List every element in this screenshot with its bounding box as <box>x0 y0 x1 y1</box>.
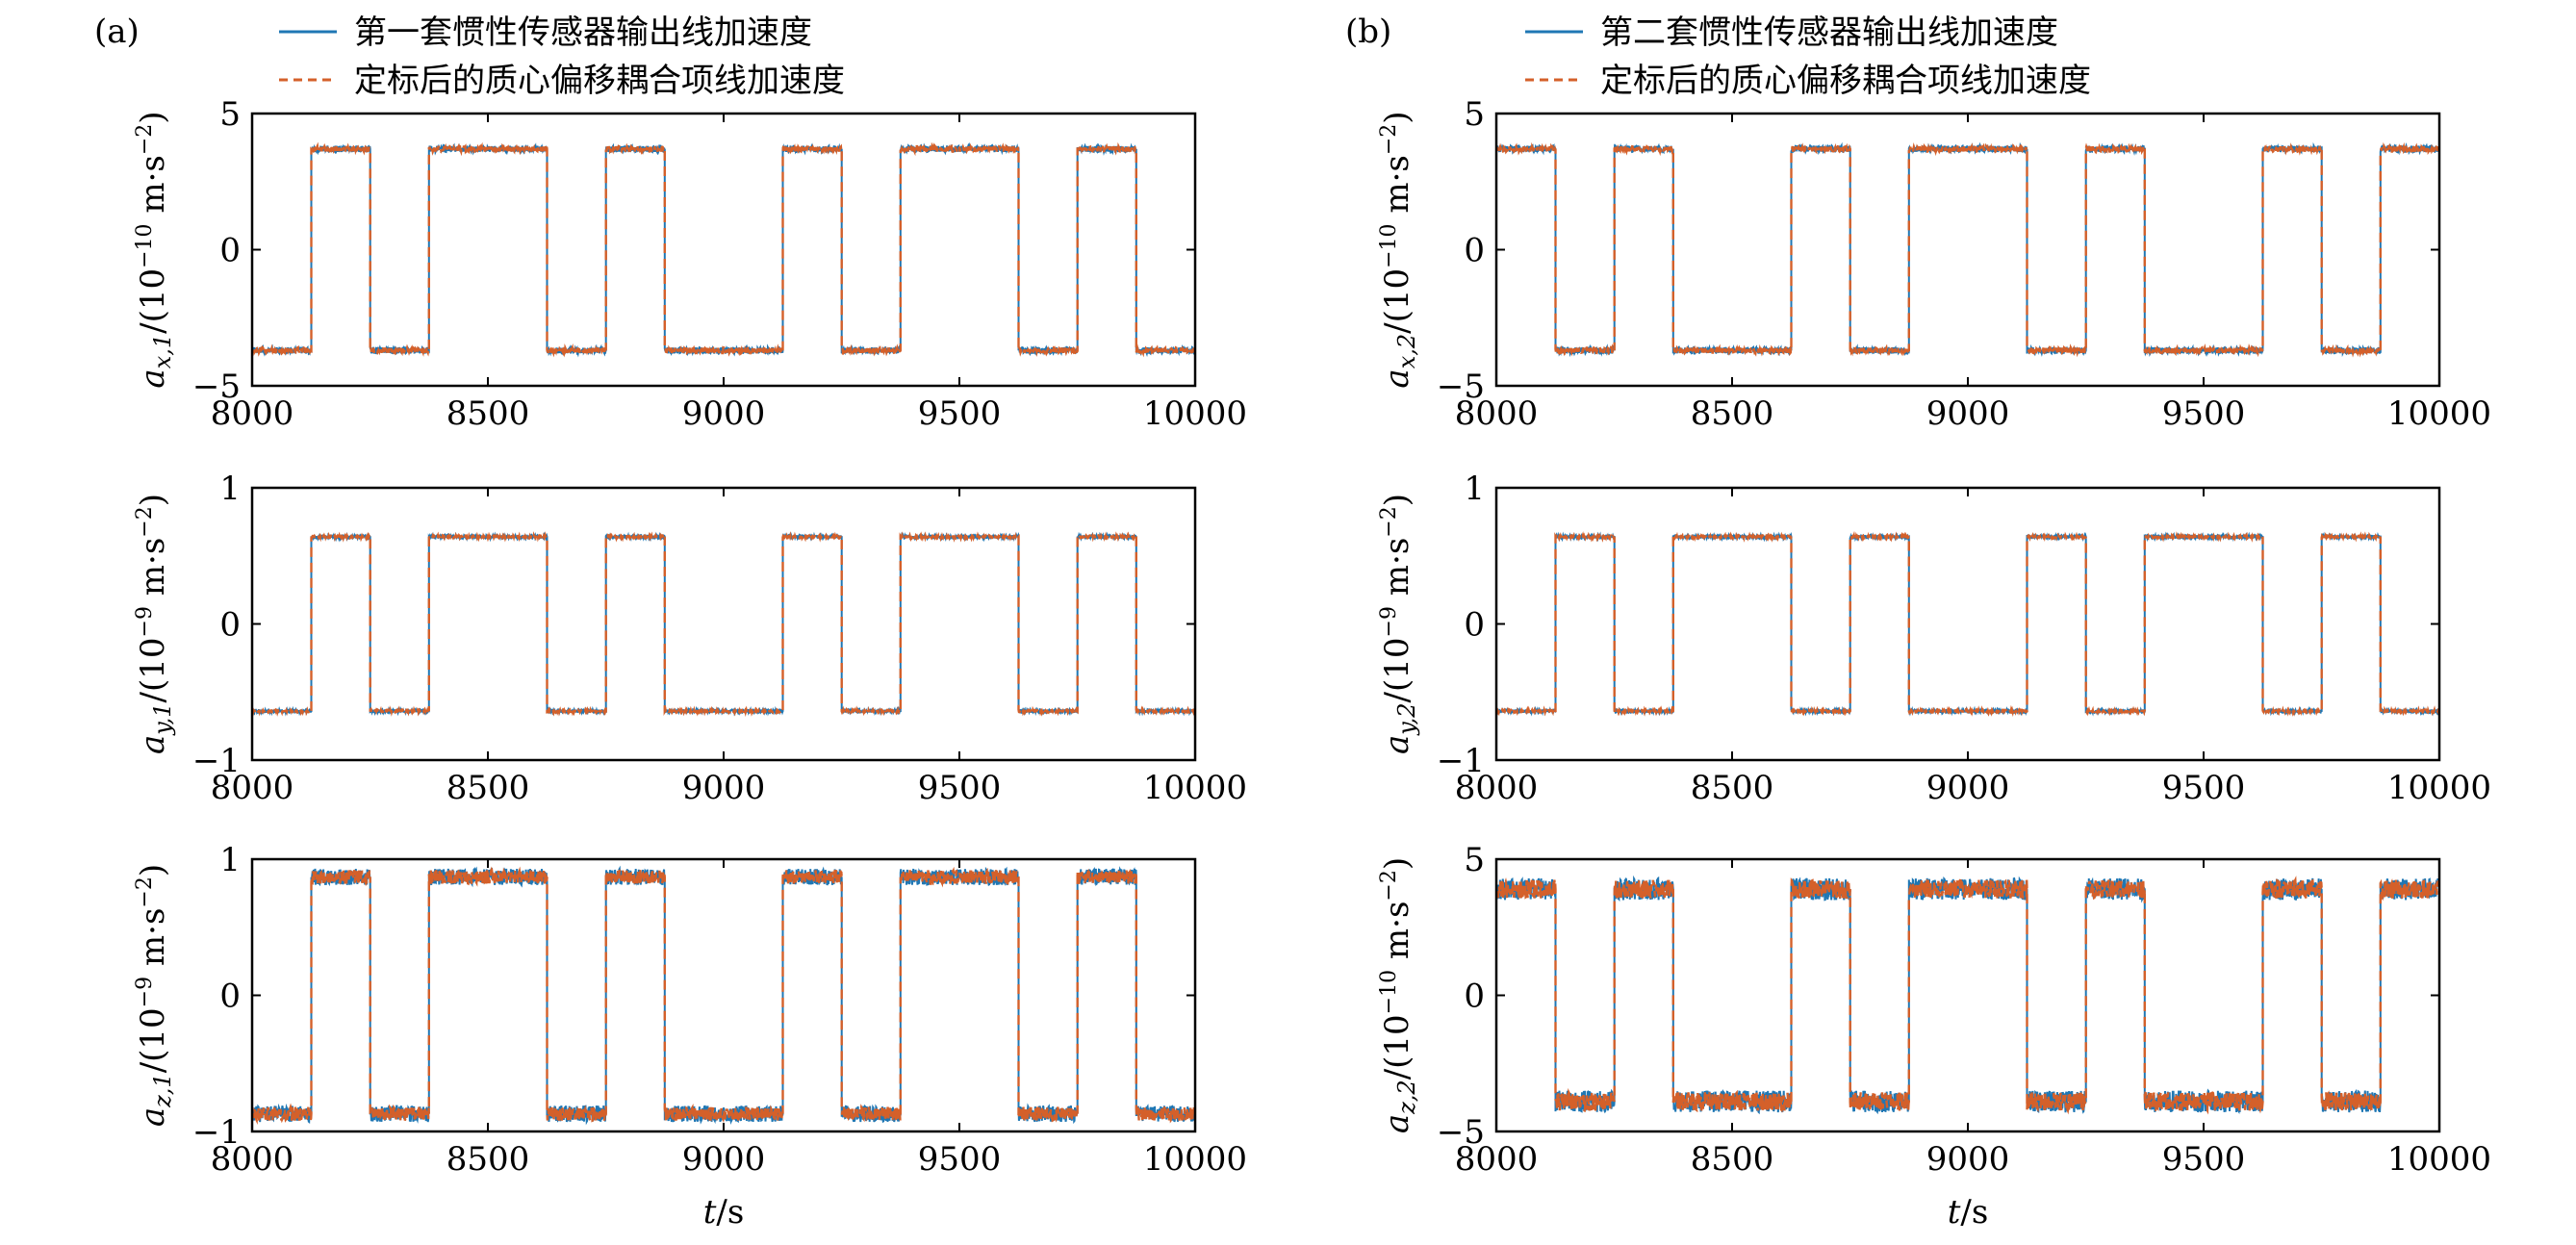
plot-area <box>1496 141 2439 358</box>
series-measured-line <box>1496 141 2439 358</box>
y-tick-label: −5 <box>192 368 241 406</box>
panel-label-b: (b) <box>1345 13 1391 51</box>
y-axis-label: ay,1/(10−9 m·s−2) <box>133 494 176 754</box>
x-tick-label: 9000 <box>1926 394 2010 433</box>
axes-frame <box>1494 486 2441 762</box>
x-axis-label: t/s <box>1948 1193 1989 1232</box>
series-calibrated-line <box>1496 876 2439 1115</box>
x-tick-label: 10000 <box>2387 1140 2491 1179</box>
x-tick-label: 9500 <box>918 769 1002 807</box>
x-tick-label: 10000 <box>1143 769 1247 807</box>
y-tick-label: 1 <box>1464 470 1485 508</box>
y-tick-label: 0 <box>1464 606 1485 645</box>
series-measured-line <box>252 865 1195 1126</box>
x-tick-label: 8500 <box>446 769 530 807</box>
series-measured-line <box>252 141 1195 358</box>
x-tick-label: 9500 <box>918 394 1002 433</box>
plot-area <box>252 865 1195 1126</box>
subplot-ay2: 8000 8500 9000 9500 10000 −1 0 1 ay,2/(10−9 m·s−… <box>1377 470 2491 807</box>
plot-area <box>252 141 1195 358</box>
x-tick-label: 8000 <box>211 1140 294 1179</box>
series-calibrated-line <box>252 866 1195 1126</box>
series-calibrated-line <box>1496 141 2439 358</box>
plot-area <box>252 530 1195 718</box>
x-tick-label: 9500 <box>918 1140 1002 1179</box>
x-tick-label: 10000 <box>2387 769 2491 807</box>
subplot-ax1: 8000 8500 9000 9500 10000 −5 0 5 ax,1/(10−10 m·s… <box>133 95 1247 433</box>
y-tick-label: 5 <box>219 95 241 134</box>
y-tick-label: −5 <box>1437 1113 1485 1152</box>
y-axis-label: az,2/(10−10 m·s−2) <box>1377 857 1420 1133</box>
series-calibrated-line <box>252 141 1195 358</box>
x-tick-label: 9500 <box>2162 769 2246 807</box>
legend-a-measured-label: 第一套惯性传感器输出线加速度 <box>354 13 812 52</box>
x-tick-label: 10000 <box>1143 394 1247 433</box>
subplot-az1: 8000 8500 9000 9500 10000 −1 0 1 az,1/(10−9 m·s−… <box>133 841 1247 1232</box>
plot-area <box>1496 530 2439 718</box>
y-tick-label: −1 <box>192 742 241 780</box>
subplot-az2: 8000 8500 9000 9500 10000 −5 0 5 az,2/(10−10 m·s… <box>1377 841 2491 1232</box>
x-axis-label: t/s <box>703 1193 745 1232</box>
legend-a: 第一套惯性传感器输出线加速度 定标后的质心偏移耦合项线加速度 <box>279 13 845 100</box>
y-tick-label: 0 <box>219 606 241 645</box>
y-axis-label: ax,2/(10−10 m·s−2) <box>1377 111 1420 388</box>
x-tick-label: 8000 <box>1455 769 1539 807</box>
subplot-ay1: 8000 8500 9000 9500 10000 −1 0 1 ay,1/(10−9 m·s−… <box>133 470 1247 807</box>
axes-frame <box>250 112 1197 388</box>
legend-b-calibrated-label: 定标后的质心偏移耦合项线加速度 <box>1600 62 2091 100</box>
x-tick-label: 9500 <box>2162 1140 2246 1179</box>
series-measured-line <box>1496 875 2439 1115</box>
x-tick-label: 9000 <box>682 1140 766 1179</box>
subplot-ax2: 8000 8500 9000 9500 10000 −5 0 5 ax,2/(10−10 m·s… <box>1377 95 2491 433</box>
axes-frame <box>1494 112 2441 388</box>
axes-frame <box>1494 857 2441 1133</box>
series-calibrated-line <box>252 530 1195 718</box>
series-measured-line <box>1496 531 2439 717</box>
axes-frame <box>250 486 1197 762</box>
axes-frame <box>250 857 1197 1133</box>
y-axis-label: ay,2/(10−9 m·s−2) <box>1377 494 1420 754</box>
x-tick-label: 8000 <box>211 394 294 433</box>
x-tick-label: 8500 <box>1691 769 1774 807</box>
x-tick-label: 8000 <box>1455 394 1539 433</box>
x-tick-label: 9000 <box>1926 1140 2010 1179</box>
y-tick-label: 5 <box>1464 841 1485 879</box>
x-tick-label: 8000 <box>211 769 294 807</box>
x-tick-label: 9000 <box>682 394 766 433</box>
y-axis-label: ax,1/(10−10 m·s−2) <box>133 111 176 388</box>
x-tick-label: 8500 <box>446 1140 530 1179</box>
x-tick-label: 8500 <box>1691 1140 1774 1179</box>
y-tick-label: 1 <box>219 841 241 879</box>
series-calibrated-line <box>1496 530 2439 718</box>
x-tick-label: 9000 <box>1926 769 2010 807</box>
y-tick-label: 1 <box>219 470 241 508</box>
y-tick-label: 0 <box>1464 978 1485 1016</box>
x-tick-label: 10000 <box>2387 394 2491 433</box>
y-tick-label: −1 <box>192 1113 241 1152</box>
x-tick-label: 9500 <box>2162 394 2246 433</box>
y-tick-label: 0 <box>219 232 241 270</box>
y-axis-label: az,1/(10−9 m·s−2) <box>133 864 176 1127</box>
y-tick-label: 0 <box>219 978 241 1016</box>
x-tick-label: 8500 <box>1691 394 1774 433</box>
legend-b-measured-label: 第二套惯性传感器输出线加速度 <box>1600 13 2058 52</box>
x-tick-label: 8500 <box>446 394 530 433</box>
y-tick-label: 0 <box>1464 232 1485 270</box>
y-tick-label: −5 <box>1437 368 1485 406</box>
series-measured-line <box>252 531 1195 717</box>
panel-label-a: (a) <box>94 13 140 51</box>
x-tick-label: 8000 <box>1455 1140 1539 1179</box>
plot-area <box>1496 875 2439 1115</box>
x-tick-label: 9000 <box>682 769 766 807</box>
x-tick-label: 10000 <box>1143 1140 1247 1179</box>
legend-b: 第二套惯性传感器输出线加速度 定标后的质心偏移耦合项线加速度 <box>1525 13 2091 100</box>
legend-a-calibrated-label: 定标后的质心偏移耦合项线加速度 <box>354 62 845 100</box>
y-tick-label: 5 <box>1464 95 1485 134</box>
y-tick-label: −1 <box>1437 742 1485 780</box>
